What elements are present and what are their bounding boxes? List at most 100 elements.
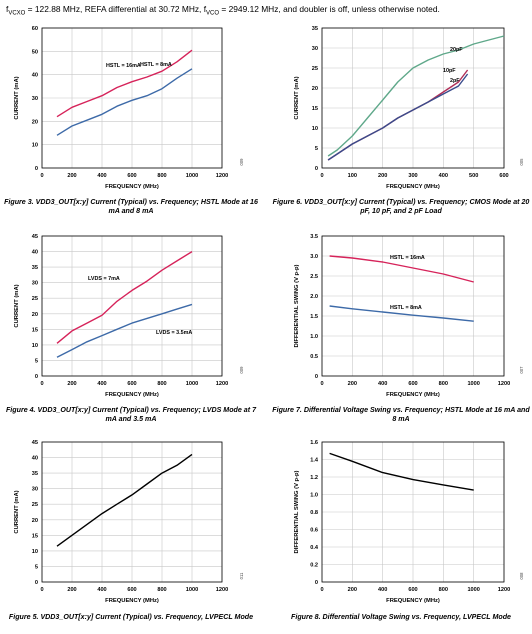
y-axis-label: CURRENT (mA) (14, 76, 20, 119)
x-tick-label: 1000 (467, 587, 479, 593)
figure-caption: Figure 4. VDD3_OUT[x:y] Current (Typical… (5, 406, 257, 423)
series-line-1 (327, 35, 505, 157)
x-tick-label: 1200 (498, 381, 510, 387)
y-tick-label: 5 (35, 564, 38, 570)
y-tick-label: 0.4 (310, 545, 319, 551)
plot-frame (321, 441, 505, 583)
x-tick-label: 600 (499, 173, 508, 179)
y-tick-label: 0.6 (310, 528, 318, 534)
figure-number: 009 (239, 366, 244, 374)
series-annotation: LVDS = 7mA (88, 276, 120, 282)
y-tick-label: 3.0 (310, 254, 318, 260)
y-tick-label: 1.6 (310, 440, 318, 446)
y-tick-label: 35 (312, 26, 318, 32)
series-line-2 (56, 303, 193, 358)
y-tick-label: 0 (35, 580, 38, 586)
x-tick-label: 400 (378, 381, 387, 387)
x-tick-label: 400 (97, 381, 106, 387)
y-tick-label: 0 (315, 166, 318, 172)
x-tick-label: 1000 (467, 381, 479, 387)
figure-caption: Figure 6. VDD3_OUT[x:y] Current (Typical… (272, 198, 530, 215)
y-axis-label: CURRENT (mA) (14, 490, 20, 533)
y-tick-label: 25 (312, 66, 318, 72)
figure-caption: Figure 5. VDD3_OUT[x:y] Current (Typical… (8, 613, 254, 621)
x-tick-label: 0 (320, 381, 323, 387)
y-tick-label: 0 (35, 166, 38, 172)
x-tick-label: 300 (408, 173, 417, 179)
x-tick-label: 200 (67, 173, 76, 179)
figure-number: 009 (239, 158, 244, 166)
x-tick-label: 0 (320, 587, 323, 593)
figure-caption: Figure 7. Differential Voltage Swing vs.… (272, 406, 530, 423)
series-line-2 (329, 305, 474, 322)
chart-vdd3-lvds-current: 0 200 400 600 800 1000 1200 0 5 10 15 20 25 30 35 40 45 F… (6, 230, 246, 400)
x-axis-label: FREQUENCY (MHz) (386, 184, 440, 190)
x-tick-label: 1000 (186, 587, 198, 593)
series-line-1 (56, 49, 193, 118)
y-tick-label: 40 (32, 250, 38, 256)
series-annotation: HSTL = 8mA (140, 62, 172, 68)
y-tick-label: 15 (32, 327, 38, 333)
y-tick-label: 20 (312, 86, 318, 92)
y-tick-label: 40 (32, 456, 38, 462)
y-axis-label: CURRENT (mA) (294, 76, 300, 119)
x-tick-label: 600 (408, 381, 417, 387)
x-tick-label: 1200 (498, 587, 510, 593)
x-tick-label: 400 (97, 173, 106, 179)
series-line-1 (56, 251, 193, 344)
series-line-1 (56, 453, 193, 547)
x-tick-label: 600 (127, 173, 136, 179)
y-tick-label: 0.2 (310, 563, 318, 569)
series-line-2 (56, 68, 193, 136)
x-tick-label: 1200 (216, 173, 228, 179)
figure-number: 005 (519, 158, 524, 166)
y-tick-label: 40 (32, 73, 38, 79)
x-tick-label: 200 (348, 381, 357, 387)
y-tick-label: 30 (32, 96, 38, 102)
chart-vdd3-lvpecl-current: 0 200 400 600 800 1000 1200 0 5 10 15 20 25 30 35 40 45 F… (6, 436, 246, 608)
chart-lvpecl-differential-swing: 0 200 400 600 800 1000 1200 0 0.2 0.4 0.6 0.8 1.0 1.2… (282, 436, 526, 608)
x-tick-label: 500 (469, 173, 478, 179)
figure-number: 007 (519, 366, 524, 374)
x-tick-label: 100 (348, 173, 357, 179)
x-tick-label: 400 (378, 587, 387, 593)
series-annotation: HSTL = 16mA (390, 255, 425, 261)
y-tick-label: 50 (32, 49, 38, 55)
y-tick-label: 10 (32, 143, 38, 149)
x-tick-label: 0 (40, 173, 43, 179)
y-axis-label: DIFFERENTIAL SWING (V p-p) (294, 264, 300, 347)
figure-caption: Figure 3. VDD3_OUT[x:y] Current (Typical… (4, 198, 258, 215)
y-tick-label: 20 (32, 119, 38, 125)
y-tick-label: 10 (32, 343, 38, 349)
figure-caption: Figure 8. Differential Voltage Swing vs.… (291, 613, 511, 621)
y-tick-label: 1.5 (310, 314, 318, 320)
x-axis-label: FREQUENCY (MHz) (386, 598, 440, 604)
series-annotation: 2pF (450, 78, 460, 84)
series-annotation: HSTL = 8mA (390, 305, 422, 311)
series-line-1 (329, 255, 474, 283)
x-tick-label: 200 (348, 587, 357, 593)
x-tick-label: 200 (67, 587, 76, 593)
y-tick-label: 35 (32, 471, 38, 477)
y-tick-label: 35 (32, 265, 38, 271)
chart-svg: 0 100 200 300 400 500 600 0 5 10 15 20 25 30 35 FREQUEN… (294, 26, 524, 190)
y-tick-label: 1.2 (310, 475, 318, 481)
x-axis-label: FREQUENCY (MHz) (105, 184, 159, 190)
y-axis-label: DIFFERENTIAL SWING (V p-p) (294, 470, 300, 553)
x-tick-label: 200 (67, 381, 76, 387)
chart-hstl-differential-swing: 0 200 400 600 800 1000 1200 0 0.5 1.0 1.5 2.0 2.5 3.0… (282, 230, 526, 400)
y-tick-label: 45 (32, 440, 38, 446)
x-tick-label: 600 (408, 587, 417, 593)
series-line-3 (327, 73, 469, 161)
y-tick-label: 15 (32, 533, 38, 539)
y-tick-label: 2.0 (310, 294, 318, 300)
y-tick-label: 25 (32, 502, 38, 508)
x-tick-label: 1000 (186, 173, 198, 179)
conditions-header: fVCXO = 122.88 MHz, REFA differential at… (6, 4, 440, 17)
x-tick-label: 800 (439, 587, 448, 593)
figure-number: 011 (239, 572, 244, 579)
x-axis-label: FREQUENCY (MHz) (105, 392, 159, 398)
y-tick-label: 1.4 (310, 458, 319, 464)
y-tick-label: 10 (312, 126, 318, 132)
plot-frame (41, 441, 223, 583)
